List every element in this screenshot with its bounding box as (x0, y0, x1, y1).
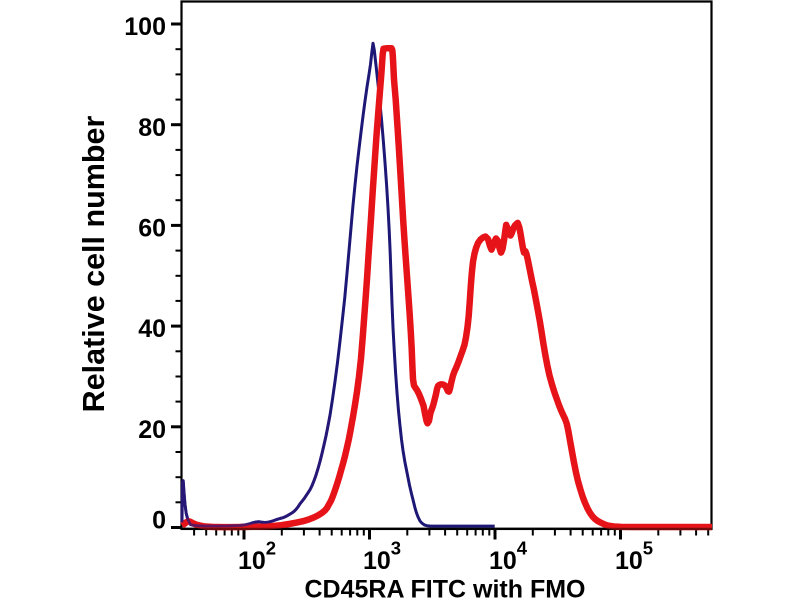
svg-text:0: 0 (152, 507, 166, 535)
svg-text:Relative cell number: Relative cell number (77, 116, 111, 413)
svg-text:20: 20 (138, 416, 166, 444)
svg-text:60: 60 (138, 215, 166, 243)
svg-text:80: 80 (138, 114, 166, 142)
svg-text:CD45RA FITC with FMO: CD45RA FITC with FMO (304, 576, 585, 600)
svg-text:100: 100 (124, 13, 166, 41)
svg-text:40: 40 (138, 315, 166, 343)
